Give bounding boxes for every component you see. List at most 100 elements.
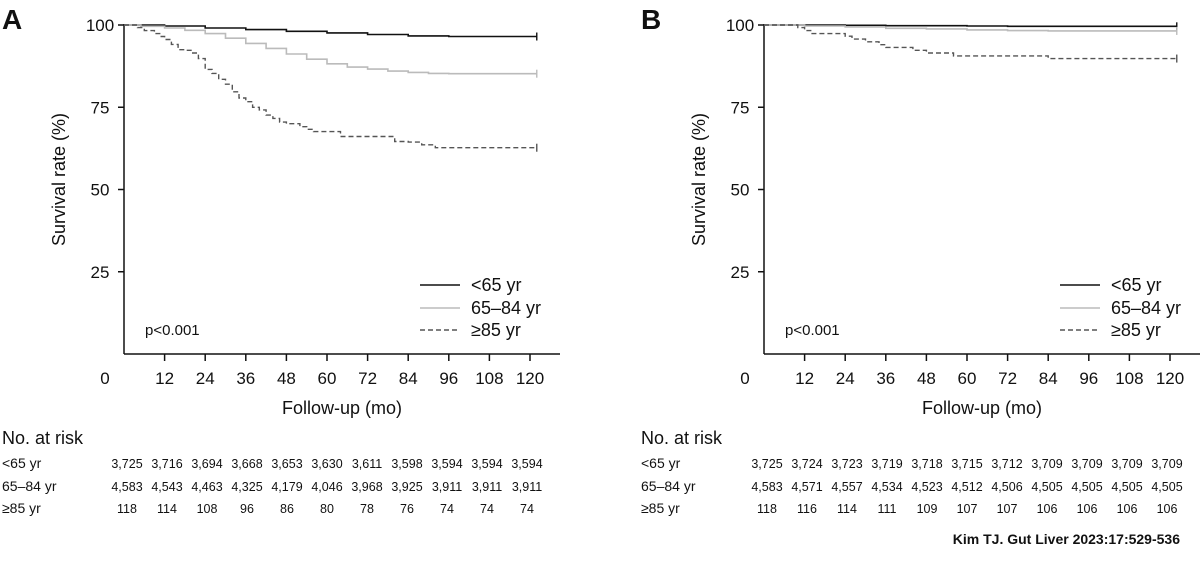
at-risk-value: 3,725: [111, 457, 142, 471]
survival-curve-series-3: [124, 24, 537, 149]
at-risk-value: 3,594: [511, 457, 542, 471]
at-risk-value: 109: [917, 502, 938, 516]
at-risk-value: 3,911: [472, 480, 502, 494]
at-risk-value: 3,911: [512, 480, 542, 494]
x-tick-label: 60: [318, 369, 337, 388]
at-risk-value: 114: [157, 502, 177, 516]
p-value-annotation: p<0.001: [785, 322, 840, 339]
x-tick-label: 48: [917, 369, 936, 388]
at-risk-value: 118: [757, 502, 777, 516]
at-risk-value: 3,911: [432, 480, 462, 494]
at-risk-value: 74: [480, 502, 494, 516]
at-risk-value: 3,709: [1111, 457, 1142, 471]
at-risk-value: 118: [117, 502, 137, 516]
at-risk-value: 3,709: [1151, 457, 1182, 471]
legend-label: 65–84 yr: [471, 298, 541, 318]
survival-curve-series-1: [124, 24, 537, 38]
at-risk-value: 3,925: [391, 480, 422, 494]
survival-curve-series-2: [764, 24, 1177, 32]
survival-curve-series-1: [764, 24, 1177, 28]
legend-label: 65–84 yr: [1111, 298, 1181, 318]
x-tick-label: 36: [236, 369, 255, 388]
survival-curve-series-2: [124, 24, 537, 75]
at-risk-value: 78: [360, 502, 374, 516]
at-risk-value: 4,512: [951, 480, 982, 494]
at-risk-value: 86: [280, 502, 294, 516]
panel-a: A 25 50 75 100 0 12 24 36 48 60 72 84 96 108 120 Follow-…: [2, 4, 560, 516]
at-risk-value: 4,505: [1031, 480, 1062, 494]
at-risk-value: 3,598: [391, 457, 422, 471]
panel-letter: A: [2, 4, 22, 35]
x-tick-label: 108: [1115, 369, 1143, 388]
at-risk-value: 76: [400, 502, 414, 516]
survival-curve-series-3: [764, 24, 1177, 60]
at-risk-value: 107: [957, 502, 978, 516]
panel-letter: B: [641, 4, 661, 35]
at-risk-value: 111: [877, 502, 896, 516]
at-risk-value: 4,523: [911, 480, 942, 494]
at-risk-value: 4,571: [791, 480, 822, 494]
at-risk-value: 108: [197, 502, 218, 516]
x-tick-label: 120: [1156, 369, 1184, 388]
panel-b: B 25 50 75 100 0 12 24 36 48 60 72 84 96 108 120 Follow-…: [641, 4, 1200, 516]
at-risk-value: 106: [1077, 502, 1098, 516]
at-risk-value: 4,505: [1151, 480, 1182, 494]
at-risk-value: 4,325: [231, 480, 262, 494]
at-risk-group-label: <65 yr: [641, 455, 681, 471]
x-tick-label: 60: [958, 369, 977, 388]
x-tick-label: 24: [836, 369, 855, 388]
at-risk-value: 3,611: [352, 457, 382, 471]
at-risk-value: 3,594: [431, 457, 462, 471]
x-tick-label: 84: [1039, 369, 1058, 388]
at-risk-group-label: <65 yr: [2, 455, 42, 471]
at-risk-value: 3,594: [471, 457, 502, 471]
at-risk-value: 3,719: [871, 457, 902, 471]
y-tick-label: 100: [86, 16, 114, 35]
at-risk-group-label: ≥85 yr: [641, 500, 680, 516]
at-risk-value: 4,534: [871, 480, 902, 494]
x-tick-label: 120: [516, 369, 544, 388]
at-risk-value: 3,694: [191, 457, 222, 471]
x-tick-label: 84: [399, 369, 418, 388]
legend-label: ≥85 yr: [1111, 320, 1161, 340]
at-risk-value: 4,543: [151, 480, 182, 494]
at-risk-value: 4,583: [111, 480, 142, 494]
x-tick-label: 24: [196, 369, 215, 388]
at-risk-value: 80: [320, 502, 334, 516]
at-risk-value: 4,505: [1111, 480, 1142, 494]
at-risk-value: 4,557: [831, 480, 862, 494]
x-tick-label: 36: [876, 369, 895, 388]
at-risk-title: No. at risk: [641, 428, 723, 448]
x-tick-label: 96: [439, 369, 458, 388]
at-risk-value: 3,709: [1071, 457, 1102, 471]
at-risk-value: 3,668: [231, 457, 262, 471]
at-risk-value: 3,725: [751, 457, 782, 471]
x-tick-label: 108: [475, 369, 503, 388]
at-risk-value: 3,715: [951, 457, 982, 471]
legend-label: ≥85 yr: [471, 320, 521, 340]
at-risk-value: 3,723: [831, 457, 862, 471]
y-tick-label: 50: [91, 181, 110, 200]
at-risk-value: 4,463: [191, 480, 222, 494]
y-tick-label: 75: [91, 98, 110, 117]
at-risk-value: 3,724: [791, 457, 822, 471]
x-tick-label: 96: [1079, 369, 1098, 388]
x-tick-label: 12: [795, 369, 814, 388]
at-risk-value: 4,505: [1071, 480, 1102, 494]
x-tick-label: 72: [998, 369, 1017, 388]
p-value-annotation: p<0.001: [145, 322, 200, 339]
x-axis-title: Follow-up (mo): [922, 398, 1042, 418]
y-axis-title: Survival rate (%): [689, 113, 709, 246]
at-risk-value: 106: [1117, 502, 1138, 516]
at-risk-value: 3,968: [351, 480, 382, 494]
at-risk-title: No. at risk: [2, 428, 84, 448]
y-tick-label: 75: [731, 98, 750, 117]
y-tick-label: 100: [726, 16, 754, 35]
at-risk-value: 4,583: [751, 480, 782, 494]
legend-label: <65 yr: [471, 275, 522, 295]
at-risk-value: 74: [520, 502, 534, 516]
x-tick-label: 72: [358, 369, 377, 388]
at-risk-value: 106: [1037, 502, 1058, 516]
